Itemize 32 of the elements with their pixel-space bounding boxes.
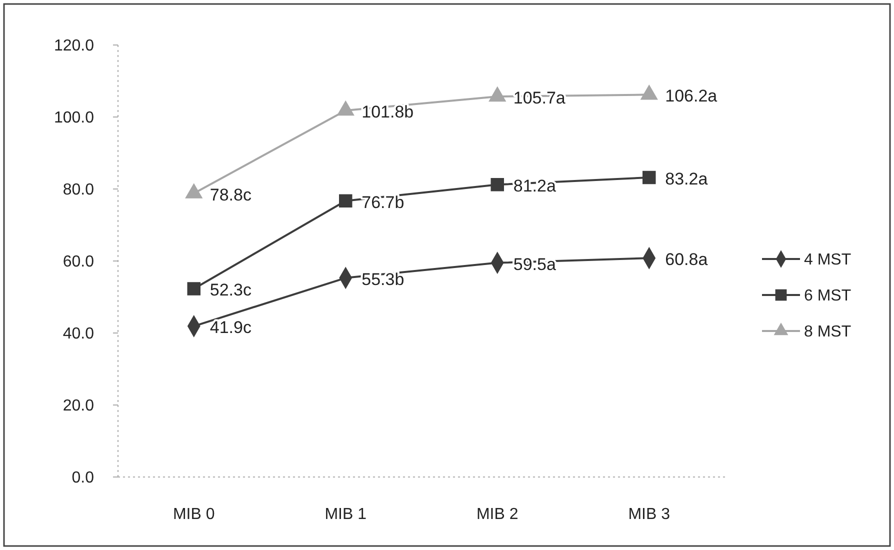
legend-label: 8 MST	[804, 324, 852, 341]
data-label: 76.7b	[362, 192, 404, 212]
point	[187, 282, 200, 296]
y-tick-label: 60.0	[62, 254, 94, 271]
point	[490, 178, 504, 192]
data-label: 41.9c	[210, 318, 252, 338]
y-tick-label: 120.0	[54, 38, 94, 55]
data-label: 83.2a	[665, 169, 708, 188]
point	[185, 184, 202, 198]
data-label: 52.3c	[210, 280, 252, 300]
y-tick-label: 0.0	[72, 470, 94, 487]
x-tick-label: MIB 1	[324, 506, 367, 523]
data-label: 105.7a	[513, 88, 566, 108]
legend-label: 6 MST	[804, 288, 852, 305]
y-tick-label: 40.0	[62, 326, 94, 343]
point	[642, 170, 656, 184]
y-tick-label: 100.0	[54, 110, 94, 127]
point	[337, 100, 354, 116]
data-label: 55.3b	[362, 270, 404, 289]
data-label: 60.8a	[665, 250, 708, 270]
x-tick-label: MIB 0	[172, 506, 215, 523]
data-label: 78.8c	[210, 185, 252, 204]
point	[488, 86, 506, 102]
y-tick-label: 20.0	[62, 398, 94, 415]
data-label: 106.2a	[665, 86, 718, 106]
x-tick-label: MIB 3	[628, 506, 670, 523]
point	[339, 194, 352, 208]
x-tick-label: MIB 2	[476, 506, 518, 523]
y-tick-label: 80.0	[62, 182, 94, 199]
point	[640, 84, 658, 100]
legend-label: 4 MST	[804, 252, 852, 269]
data-label: 101.8b	[362, 102, 414, 122]
